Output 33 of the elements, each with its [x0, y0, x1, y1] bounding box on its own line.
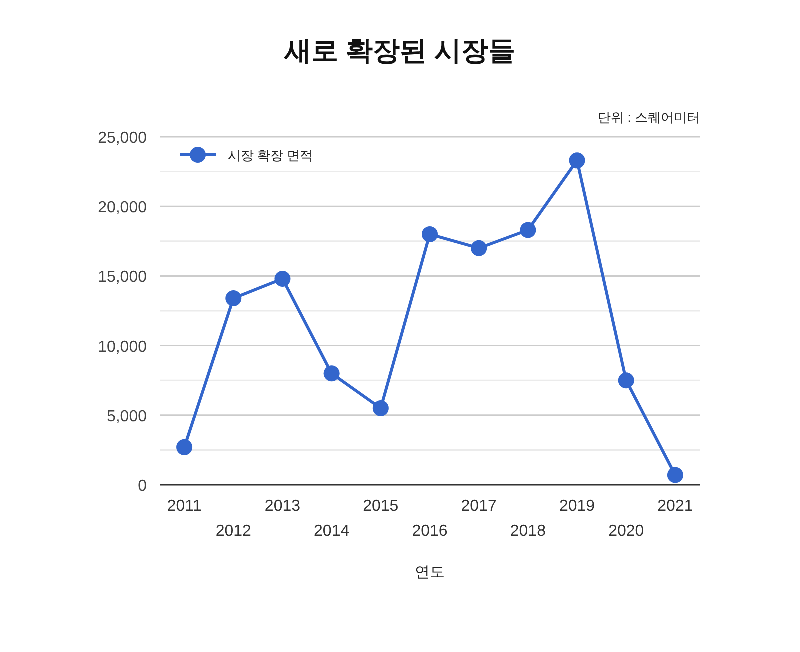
point: [520, 222, 536, 238]
x-tick-label: 2020: [608, 523, 644, 540]
x-tick-label: 2015: [363, 498, 399, 515]
title: 새로 확장된 시장들: [284, 36, 516, 66]
point: [569, 152, 586, 169]
x-tick-label: 2012: [216, 523, 252, 540]
x-tick-label: 2019: [559, 498, 596, 515]
x-tick-label: 2021: [658, 498, 694, 515]
y-tick-label: 0: [138, 478, 148, 495]
legend: 시장 확장 면적: [180, 147, 314, 163]
point: [618, 372, 634, 389]
point: [471, 240, 488, 256]
y-tick-label: 20,000: [98, 200, 148, 217]
point: [226, 290, 242, 306]
y-tick-label: 10,000: [98, 338, 148, 356]
y-tick-label: 15,000: [98, 269, 148, 286]
x-tick-label: 2011: [167, 498, 202, 515]
x-tick-label: 2017: [461, 498, 497, 515]
x-tick-label: 2016: [412, 523, 448, 540]
y-tick-label: 25,000: [98, 130, 148, 147]
point: [176, 439, 193, 456]
point: [324, 366, 340, 382]
x-tick-label: 2013: [264, 498, 301, 515]
point: [372, 400, 389, 416]
annotation: 단위 : 스퀘어미터: [598, 110, 700, 125]
x-tick-label: 2018: [510, 523, 546, 540]
point: [667, 467, 684, 484]
xlabel: 연도: [415, 564, 445, 581]
x-tick-label: 2014: [314, 523, 350, 540]
point: [274, 270, 291, 287]
legend-label: 시장 확장 면적: [228, 148, 314, 163]
point: [422, 226, 438, 242]
y-tick-label: 5,000: [106, 408, 148, 426]
